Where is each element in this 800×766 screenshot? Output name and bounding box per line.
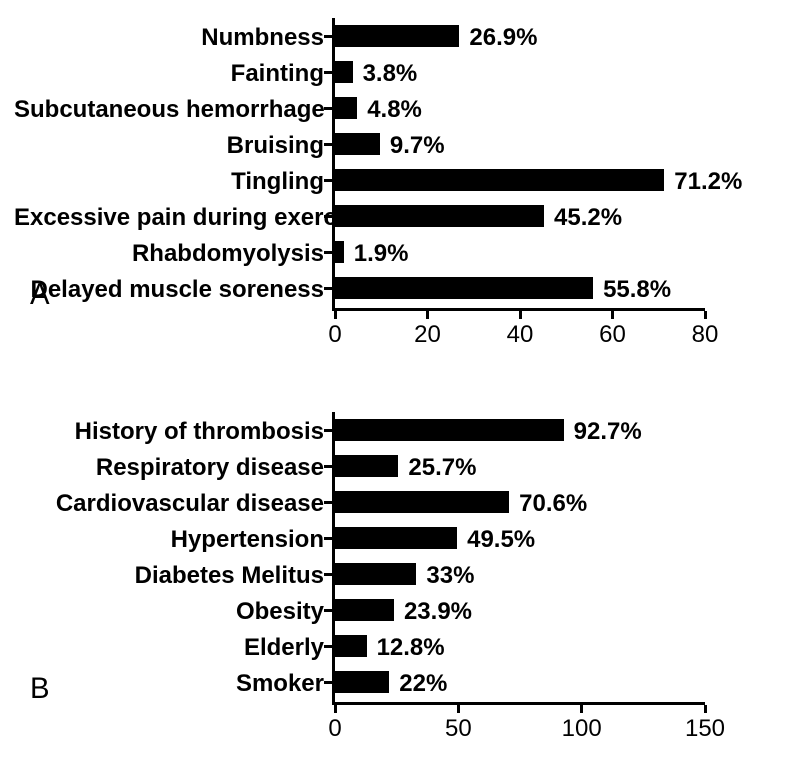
figure-page: { "figure": { "width_px": 800, "height_p…: [0, 0, 800, 766]
panel-a-xtick-label: 80: [692, 321, 719, 349]
panel-a-ytick: [324, 143, 332, 146]
panel-b-bar: [335, 563, 416, 585]
panel-a-value-label: 1.9%: [354, 240, 409, 268]
panel-a-category-label: Excessive pain during exercise: [14, 204, 324, 232]
panel-a-category-label: Bruising: [14, 132, 324, 160]
panel-a-value-label: 4.8%: [367, 96, 422, 124]
panel-a-xtick: [334, 311, 337, 319]
panel-a-xtick-label: 20: [414, 321, 441, 349]
panel-b-bar: [335, 599, 394, 621]
panel-b-ytick: [324, 537, 332, 540]
panel-b-value-label: 92.7%: [574, 418, 642, 446]
panel-a-ytick: [324, 107, 332, 110]
panel-b-category-label: Elderly: [14, 634, 324, 662]
panel-b-ytick: [324, 609, 332, 612]
panel-a-ytick: [324, 179, 332, 182]
panel-a-bar: [335, 205, 544, 227]
panel-a-xtick-label: 40: [507, 321, 534, 349]
panel-b-value-label: 23.9%: [404, 598, 472, 626]
panel-a-xtick-label: 60: [599, 321, 626, 349]
panel-a-ytick: [324, 71, 332, 74]
panel-a-xtick: [519, 311, 522, 319]
panel-b-bar: [335, 419, 564, 441]
panel-a-category-label: Numbness: [14, 24, 324, 52]
panel-b-category-label: History of thrombosis: [14, 418, 324, 446]
panel-a-category-label: Rhabdomyolysis: [14, 240, 324, 268]
panel-b-xtick: [580, 705, 583, 713]
panel-b-xtick-label: 100: [562, 715, 602, 743]
panel-b-category-label: Smoker: [14, 670, 324, 698]
panel-b-bar: [335, 635, 367, 657]
panel-b-bar: [335, 491, 509, 513]
panel-b-category-label: Diabetes Melitus: [14, 562, 324, 590]
panel-b-bar: [335, 527, 457, 549]
panel-a-value-label: 9.7%: [390, 132, 445, 160]
panel-a-ytick: [324, 287, 332, 290]
panel-b-value-label: 25.7%: [408, 454, 476, 482]
panel-b-xtick: [334, 705, 337, 713]
panel-a-category-label: Delayed muscle soreness: [14, 276, 324, 304]
panel-a-value-label: 71.2%: [674, 168, 742, 196]
panel-a-value-label: 45.2%: [554, 204, 622, 232]
panel-b-ytick: [324, 573, 332, 576]
panel-a-bar: [335, 241, 344, 263]
panel-a-category-label: Fainting: [14, 60, 324, 88]
panel-a-value-label: 3.8%: [363, 60, 418, 88]
panel-a-category-label: Tingling: [14, 168, 324, 196]
panel-b-category-label: Obesity: [14, 598, 324, 626]
panel-b-ytick: [324, 429, 332, 432]
panel-a-xtick: [704, 311, 707, 319]
panel-b-ytick: [324, 681, 332, 684]
panel-a-bar: [335, 25, 459, 47]
panel-a-bar: [335, 61, 353, 83]
panel-a-value-label: 26.9%: [469, 24, 537, 52]
panel-b-value-label: 49.5%: [467, 526, 535, 554]
panel-a-bar: [335, 97, 357, 119]
panel-b-bar: [335, 671, 389, 693]
panel-b-value-label: 22%: [399, 670, 447, 698]
panel-b-xtick-label: 150: [685, 715, 725, 743]
panel-b-xtick-label: 50: [445, 715, 472, 743]
panel-b-value-label: 33%: [426, 562, 474, 590]
panel-b-value-label: 12.8%: [377, 634, 445, 662]
panel-b-ytick: [324, 501, 332, 504]
panel-b-ytick: [324, 465, 332, 468]
panel-a-ytick: [324, 251, 332, 254]
panel-b-ytick: [324, 645, 332, 648]
panel-b-xtick-label: 0: [328, 715, 341, 743]
panel-b-category-label: Cardiovascular disease: [14, 490, 324, 518]
panel-a-value-label: 55.8%: [603, 276, 671, 304]
panel-a-bar: [335, 169, 664, 191]
panel-a-xtick: [611, 311, 614, 319]
panel-b-xtick: [704, 705, 707, 713]
panel-b-category-label: Respiratory disease: [14, 454, 324, 482]
panel-a-xtick-label: 0: [328, 321, 341, 349]
panel-b-xtick: [457, 705, 460, 713]
panel-a-bar: [335, 133, 380, 155]
panel-a-bar: [335, 277, 593, 299]
panel-b-value-label: 70.6%: [519, 490, 587, 518]
panel-a-category-label: Subcutaneous hemorrhage: [14, 96, 324, 124]
panel-b-bar: [335, 455, 398, 477]
panel-a-ytick: [324, 35, 332, 38]
panel-a-xtick: [426, 311, 429, 319]
panel-b-category-label: Hypertension: [14, 526, 324, 554]
